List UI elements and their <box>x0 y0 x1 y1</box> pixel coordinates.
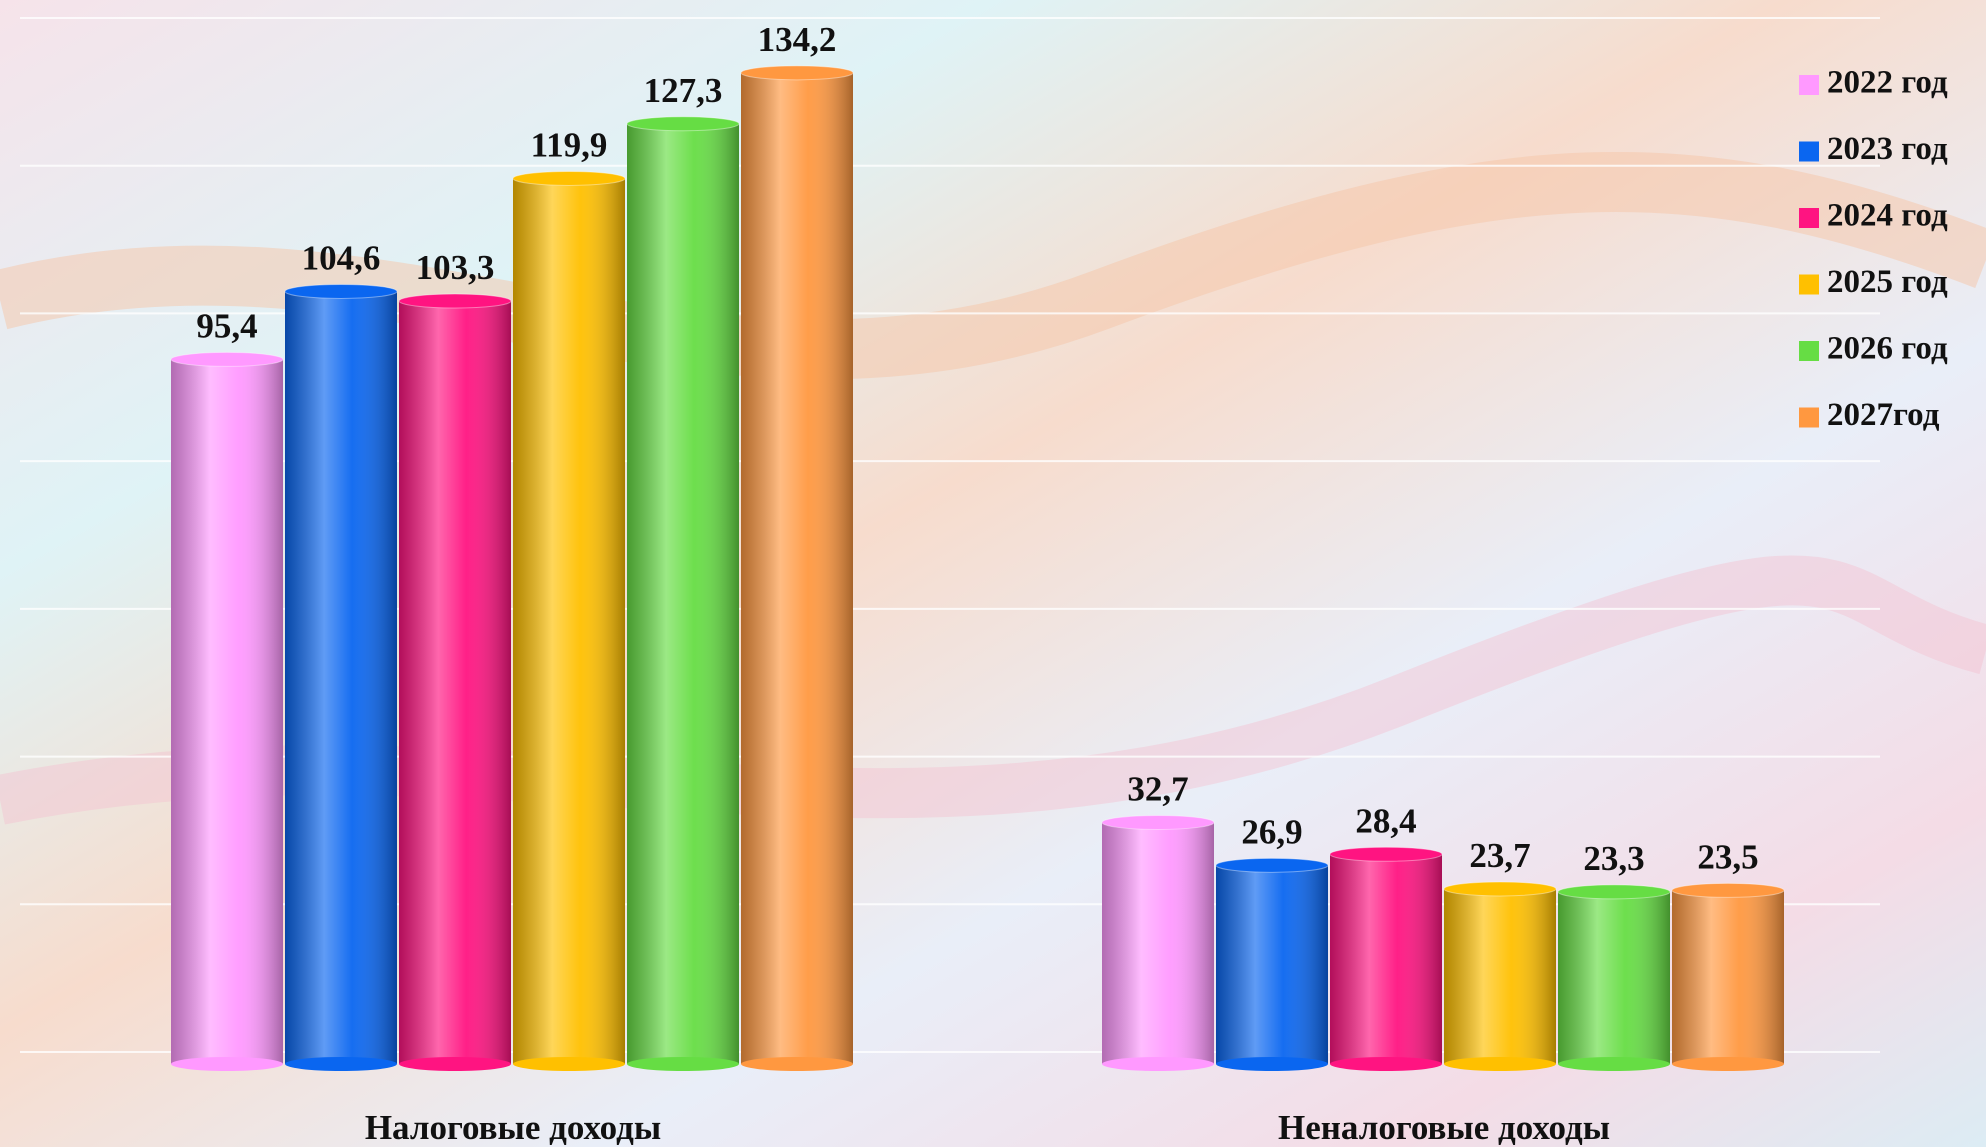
background-swirl <box>0 151 1986 380</box>
value-label: 23,5 <box>1697 837 1758 876</box>
bar-shade <box>1330 854 1442 1064</box>
bar-base <box>1672 1057 1784 1071</box>
bar-top <box>1329 846 1443 862</box>
legend-label: 2027год <box>1827 397 1940 433</box>
value-label: 119,9 <box>531 125 608 164</box>
value-label: 103,3 <box>416 248 495 287</box>
legend-label: 2023 год <box>1827 131 1948 167</box>
bar-shade <box>399 301 511 1064</box>
bar-top <box>284 283 398 299</box>
value-label: 95,4 <box>196 306 257 345</box>
bar-base <box>1444 1057 1556 1071</box>
value-label: 28,4 <box>1355 801 1416 840</box>
legend-label: 2024 год <box>1827 198 1948 234</box>
bar-base <box>1102 1057 1214 1071</box>
bar-shade <box>627 123 739 1064</box>
bar-top <box>1557 884 1671 900</box>
bar-top <box>626 116 740 132</box>
bar-top <box>512 170 626 186</box>
bar-shade <box>1558 891 1670 1064</box>
bar-shade <box>171 359 283 1065</box>
value-label: 32,7 <box>1127 770 1188 809</box>
bar-shade <box>285 291 397 1064</box>
bar-base <box>513 1057 625 1071</box>
bar-base <box>171 1057 283 1071</box>
x-tick-label: Налоговые доходы <box>365 1108 661 1147</box>
legend-swatch <box>1799 341 1819 361</box>
value-label: 134,2 <box>758 20 837 59</box>
bar-top <box>170 351 284 367</box>
bar-top <box>398 293 512 309</box>
bar-shade <box>1672 890 1784 1064</box>
bar-shade <box>741 72 853 1064</box>
bar-base <box>741 1057 853 1071</box>
bar-shade <box>1444 888 1556 1064</box>
legend-label: 2026 год <box>1827 331 1948 367</box>
x-tick-label: Неналоговые доходы <box>1278 1108 1610 1147</box>
bar-top <box>1671 882 1785 898</box>
value-label: 127,3 <box>644 71 723 110</box>
bar-shade <box>1102 822 1214 1064</box>
legend-label: 2022 год <box>1827 65 1948 101</box>
bar-top <box>1101 814 1215 830</box>
bar-base <box>285 1057 397 1071</box>
bar-top <box>1215 857 1329 873</box>
legend-swatch <box>1799 274 1819 295</box>
legend-swatch <box>1799 141 1819 162</box>
value-label: 26,9 <box>1241 812 1302 851</box>
bar-base <box>627 1057 739 1071</box>
legend-swatch <box>1799 75 1819 95</box>
value-label: 23,7 <box>1469 836 1530 875</box>
legend-label: 2025 год <box>1827 264 1948 300</box>
value-label: 23,3 <box>1583 839 1644 878</box>
bar-base <box>1330 1057 1442 1071</box>
bar-shade <box>1216 865 1328 1064</box>
bar-top <box>1443 881 1557 897</box>
bar-base <box>1558 1057 1670 1071</box>
legend-swatch <box>1799 407 1819 428</box>
bar-base <box>1216 1057 1328 1071</box>
bar-shade <box>513 178 625 1064</box>
legend-swatch <box>1799 208 1819 228</box>
value-label: 104,6 <box>302 238 381 277</box>
bar-top <box>740 65 854 81</box>
bar-base <box>399 1057 511 1071</box>
